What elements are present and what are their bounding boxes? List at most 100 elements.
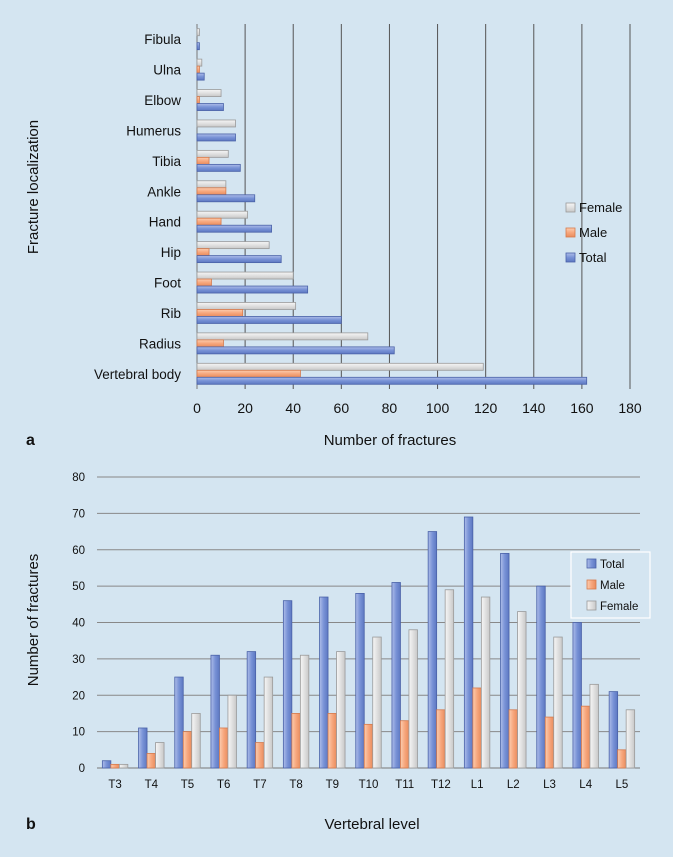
bar-l1-male — [472, 687, 482, 769]
bar-ulna-female — [196, 58, 203, 67]
tick-label-x: 100 — [426, 400, 450, 416]
bar-hand-male — [196, 217, 222, 226]
bar-l2-male — [508, 709, 518, 769]
bar-l2-total — [500, 552, 510, 769]
chart-a-xlabel: Number of fractures — [324, 432, 457, 449]
bar-t10-total — [355, 593, 365, 769]
bar-l2-female — [517, 611, 527, 769]
category-label-t8: T8 — [289, 779, 302, 791]
bar-l5-male — [617, 749, 627, 769]
bar-rib-female — [196, 302, 297, 310]
panel-letter-b: b — [26, 816, 36, 833]
legend-swatch-total — [565, 252, 576, 263]
tick-label-x: 0 — [193, 400, 201, 416]
bar-hand-female — [196, 210, 248, 219]
bar-ankle-total — [196, 194, 256, 203]
chart-b-ylabel: Number of fractures — [25, 554, 42, 687]
bar-t11-female — [408, 629, 418, 769]
category-label-t5: T5 — [181, 779, 194, 791]
chart-a-ylabel: Fracture localization — [25, 120, 42, 254]
category-label-elbow: Elbow — [144, 93, 181, 108]
tick-label-y: 30 — [72, 654, 85, 666]
bar-rib-male — [196, 309, 244, 317]
category-label-t11: T11 — [395, 779, 414, 791]
legend-label-female: Female — [579, 200, 622, 215]
bar-elbow-female — [196, 89, 222, 97]
bar-t3-total — [101, 760, 112, 769]
bar-foot-female — [196, 271, 294, 280]
tick-label-y: 80 — [72, 472, 85, 484]
category-label-hip: Hip — [161, 245, 181, 260]
bar-t3-male — [110, 763, 120, 769]
bar-l3-male — [544, 716, 555, 769]
category-label-t4: T4 — [145, 779, 159, 791]
bar-hip-male — [196, 248, 210, 257]
bar-elbow-total — [196, 103, 224, 111]
chart-b-xlabel: Vertebral level — [324, 816, 419, 833]
bar-hip-female — [196, 241, 270, 250]
category-label-ulna: Ulna — [153, 63, 181, 78]
bar-foot-male — [196, 278, 212, 287]
category-label-foot: Foot — [154, 276, 181, 291]
tick-label-x: 20 — [237, 400, 253, 416]
bar-l4-female — [589, 683, 599, 769]
category-label-l3: L3 — [543, 779, 556, 791]
bar-t5-male — [182, 731, 193, 769]
bar-t9-total — [319, 596, 329, 769]
legend-swatch-b-male — [586, 579, 597, 590]
bar-l5-total — [608, 691, 619, 769]
bar-l5-female — [625, 709, 636, 769]
bar-fibula-total — [196, 42, 200, 51]
chart-a-plot: 0 20 40 60 80 100 120 140 160 180 Fibula Ulna Elbow H… — [94, 24, 642, 416]
bar-t4-total — [138, 727, 148, 769]
bar-l3-total — [536, 585, 546, 769]
legend-swatch-b-female — [586, 600, 597, 611]
category-label-l2: L2 — [507, 779, 520, 791]
bar-vertebral-body-total — [196, 376, 588, 385]
category-label-t6: T6 — [217, 779, 230, 791]
category-label-fibula: Fibula — [144, 32, 181, 47]
bar-foot-total — [196, 285, 309, 294]
bar-tibia-female — [196, 149, 229, 158]
bar-t11-male — [400, 720, 410, 769]
bar-ankle-male — [196, 187, 227, 196]
category-label-l1: L1 — [471, 779, 484, 791]
bar-t6-male — [219, 727, 229, 769]
bar-t11-total — [391, 582, 401, 769]
bar-t5-female — [191, 713, 201, 769]
legend-box-b — [570, 551, 651, 619]
bar-tibia-male — [196, 156, 210, 165]
tick-label-y: 20 — [72, 690, 85, 702]
category-label-l4: L4 — [579, 779, 592, 791]
bar-radius-male — [196, 339, 224, 348]
tick-label-y: 40 — [72, 618, 85, 630]
bar-t8-female — [299, 654, 310, 769]
bar-radius-female — [196, 332, 369, 341]
tick-label-y: 0 — [79, 763, 85, 775]
tick-label-x: 180 — [618, 400, 642, 416]
bar-t5-total — [174, 676, 184, 769]
bar-hand-total — [196, 224, 272, 233]
bar-vertebral-body-female — [196, 362, 484, 371]
bar-fibula-female — [196, 28, 200, 37]
bar-t3-female — [118, 763, 129, 769]
category-label-radius: Radius — [139, 336, 181, 351]
bar-ulna-male — [196, 65, 200, 74]
tick-label-y: 10 — [72, 727, 85, 739]
bar-l4-male — [581, 705, 591, 769]
bar-radius-total — [196, 346, 395, 355]
bar-tibia-total — [196, 163, 241, 172]
legend-label-b-female: Female — [600, 601, 638, 613]
bar-t6-total — [210, 654, 220, 769]
legend-swatch-female — [565, 202, 576, 213]
tick-label-x: 120 — [474, 400, 498, 416]
panel-letter-a: a — [26, 432, 35, 449]
category-label-t9: T9 — [326, 779, 339, 791]
bar-hip-total — [196, 255, 282, 264]
bar-t4-female — [155, 742, 165, 769]
tick-label-x: 60 — [334, 400, 350, 416]
bar-t4-male — [146, 753, 156, 769]
bar-t12-female — [444, 589, 455, 769]
tick-label-x: 40 — [285, 400, 301, 416]
